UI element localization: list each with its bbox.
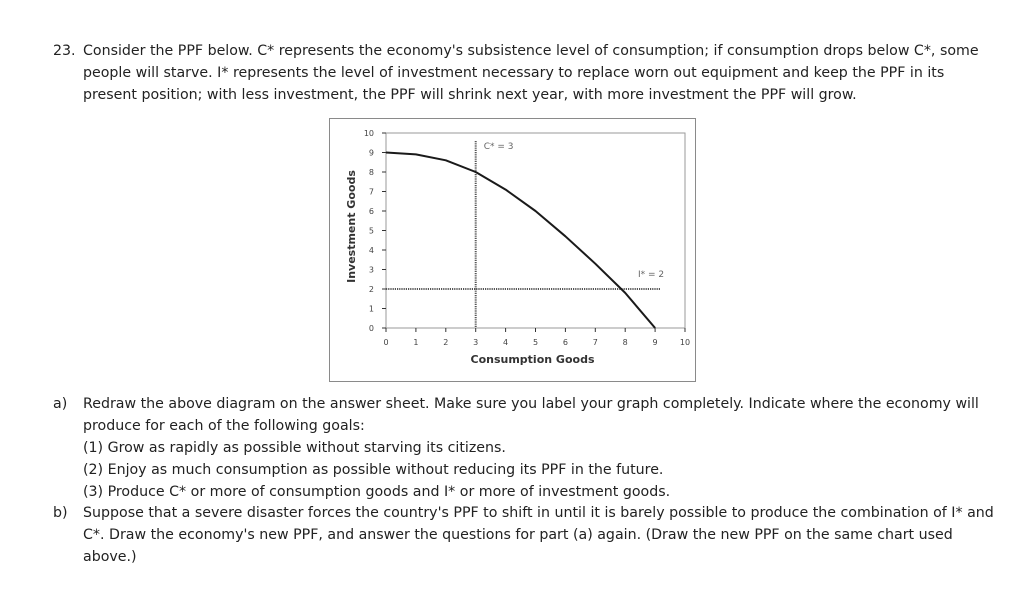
ppf-chart-svg: 0 1 2 3 4 5 6 7 8 9 10 0 1 2 3 4 5 6 7 8 9 10 C* = 3 I* = 2 Cons… bbox=[345, 129, 690, 366]
part-body: Redraw the above diagram on the answer s… bbox=[83, 393, 1003, 503]
y-tick-label: 9 bbox=[369, 149, 374, 158]
x-tick-label: 9 bbox=[653, 338, 658, 347]
question-line: people will starve. I* represents the le… bbox=[83, 65, 945, 81]
y-tick-label: 5 bbox=[369, 227, 374, 236]
ppf-curve bbox=[385, 151, 656, 329]
c-star-label: C* = 3 bbox=[484, 142, 514, 152]
x-axis-title: Consumption Goods bbox=[471, 353, 595, 366]
x-tick-label: 10 bbox=[680, 338, 690, 347]
y-tick-label: 1 bbox=[369, 305, 374, 314]
x-tick-label: 8 bbox=[623, 338, 628, 347]
part-line: produce for each of the following goals: bbox=[83, 418, 365, 434]
x-tick-label: 1 bbox=[413, 338, 418, 347]
part-label: b) bbox=[53, 505, 68, 521]
plot-frame bbox=[385, 132, 686, 329]
x-tick-label: 2 bbox=[443, 338, 448, 347]
ppf-chart: 0 1 2 3 4 5 6 7 8 9 10 0 1 2 3 4 5 6 7 8 9 10 C* = 3 I* = 2 Cons… bbox=[329, 118, 696, 382]
part-line: Redraw the above diagram on the answer s… bbox=[83, 396, 979, 412]
question-number: 23. bbox=[53, 43, 76, 59]
y-tick-label: 6 bbox=[369, 207, 374, 216]
x-tick-label: 0 bbox=[383, 338, 388, 347]
part-label: a) bbox=[53, 396, 68, 412]
question-text: Consider the PPF below. C* represents th… bbox=[83, 40, 983, 106]
part-line: (2) Enjoy as much consumption as possibl… bbox=[83, 462, 664, 478]
y-tick-label: 4 bbox=[369, 246, 374, 255]
y-tick-label: 3 bbox=[369, 266, 374, 275]
part-line: (3) Produce C* or more of consumption go… bbox=[83, 484, 671, 500]
part-line: Suppose that a severe disaster forces th… bbox=[83, 505, 994, 521]
part-line: above.) bbox=[83, 549, 137, 565]
part-line: (1) Grow as rapidly as possible without … bbox=[83, 440, 506, 456]
x-tick-label: 7 bbox=[593, 338, 598, 347]
x-tick-label: 6 bbox=[563, 338, 568, 347]
part-body: Suppose that a severe disaster forces th… bbox=[83, 502, 1003, 568]
y-tick-label: 8 bbox=[369, 168, 374, 177]
y-tick-label: 10 bbox=[364, 129, 374, 138]
i-star-label: I* = 2 bbox=[638, 270, 664, 280]
part-line: C*. Draw the economy's new PPF, and answ… bbox=[83, 527, 953, 543]
x-tick-label: 5 bbox=[533, 338, 538, 347]
y-tick-label: 0 bbox=[369, 324, 374, 333]
question-line: present position; with less investment, … bbox=[83, 87, 857, 103]
x-tick-label: 3 bbox=[473, 338, 478, 347]
y-tick-label: 2 bbox=[369, 285, 374, 294]
y-tick-label: 7 bbox=[369, 188, 374, 197]
x-tick-label: 4 bbox=[503, 338, 508, 347]
y-axis-title: Investment Goods bbox=[345, 170, 358, 283]
question-line: Consider the PPF below. C* represents th… bbox=[83, 43, 979, 59]
